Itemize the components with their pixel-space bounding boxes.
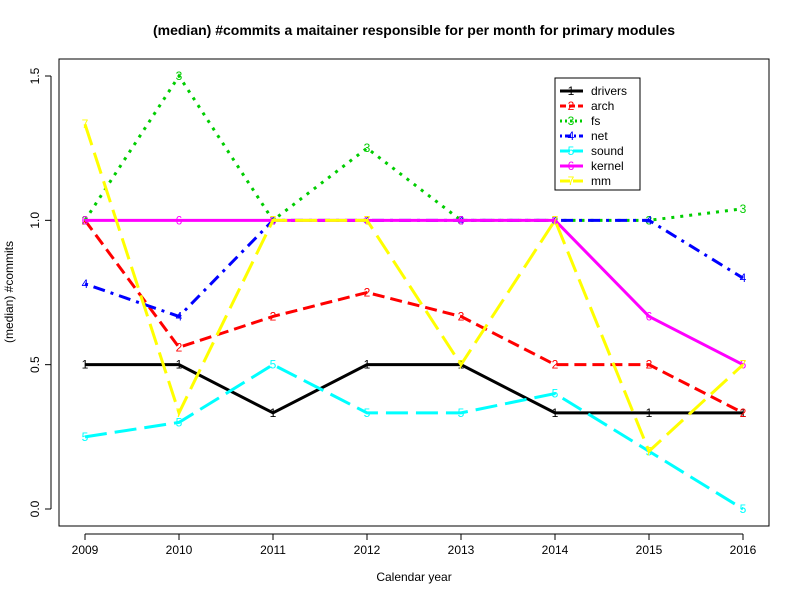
plot-frame — [58, 58, 770, 527]
point-marker-drivers: 1 — [646, 406, 653, 420]
point-marker-arch: 2 — [458, 309, 465, 323]
point-marker-fs: 3 — [364, 141, 371, 155]
x-axis: 2009 2010 2011 2012 2013 2014 2015 2016 — [72, 533, 757, 557]
legend-label: net — [591, 129, 608, 143]
x-axis-label: Calendar year — [376, 570, 451, 584]
point-marker-mm: 7 — [176, 406, 183, 420]
point-marker-mm: 7 — [646, 444, 653, 458]
point-marker-sound: 5 — [364, 406, 371, 420]
point-marker-fs: 3 — [740, 202, 747, 216]
point-marker-arch: 2 — [364, 286, 371, 300]
legend: 1 drivers 2 arch 3 fs 4 net 5 sound 6 kernel 7 mm — [554, 77, 641, 191]
series-line-fs — [83, 73, 744, 223]
series-line-net — [84, 218, 744, 319]
point-marker-fs: 3 — [176, 69, 183, 83]
legend-label: fs — [591, 114, 600, 128]
series-line-arch — [83, 219, 744, 415]
point-marker-mm: 7 — [552, 213, 559, 227]
legend-box — [554, 77, 641, 191]
point-marker-mm: 7 — [270, 213, 277, 227]
x-tick-label: 2015 — [636, 543, 663, 557]
point-marker-sound: 5 — [270, 358, 277, 372]
point-marker-drivers: 1 — [552, 406, 559, 420]
point-marker-kernel: 6 — [458, 213, 465, 227]
legend-label: kernel — [591, 159, 624, 173]
legend-entry-drivers: 1 drivers — [560, 84, 627, 98]
legend-marker: 1 — [568, 84, 575, 98]
legend-marker: 5 — [568, 144, 575, 158]
series-line-kernel — [85, 218, 744, 367]
point-marker-net: 4 — [646, 213, 653, 227]
legend-entry-sound: 5 sound — [560, 144, 624, 158]
legend-entry-net: 4 net — [560, 129, 608, 143]
legend-label: drivers — [591, 84, 627, 98]
point-marker-drivers: 1 — [82, 358, 89, 372]
x-tick-label: 2012 — [354, 543, 381, 557]
point-marker-kernel: 6 — [82, 213, 89, 227]
legend-label: sound — [591, 144, 624, 158]
point-marker-arch: 2 — [646, 358, 653, 372]
point-marker-sound: 5 — [176, 415, 183, 429]
legend-marker: 7 — [568, 174, 575, 188]
point-marker-mm: 7 — [458, 358, 465, 372]
point-marker-drivers: 1 — [740, 406, 747, 420]
series-net: 444 4 4 4 44 — [82, 213, 747, 323]
point-marker-arch: 2 — [270, 309, 277, 323]
y-tick-label: 1.5 — [28, 67, 42, 84]
legend-marker: 2 — [568, 99, 575, 113]
series-mm: 7 7 7 7 7 7 7 7 — [82, 117, 747, 458]
legend-label: arch — [591, 99, 614, 113]
x-tick-label: 2013 — [448, 543, 475, 557]
y-tick-label: 0.5 — [28, 356, 42, 373]
legend-marker: 3 — [568, 114, 575, 128]
point-marker-net: 4 — [82, 277, 89, 291]
y-tick-label: 0.0 — [28, 500, 42, 517]
x-tick-label: 2014 — [542, 543, 569, 557]
legend-marker: 4 — [568, 129, 575, 143]
legend-entry-arch: 2 arch — [560, 99, 614, 113]
legend-label: mm — [591, 174, 611, 188]
point-marker-net: 4 — [740, 271, 747, 285]
point-marker-sound: 5 — [82, 430, 89, 444]
point-marker-net: 4 — [176, 309, 183, 323]
point-marker-drivers: 1 — [270, 406, 277, 420]
y-axis: 0.0 0.5 1.0 1.5 — [28, 67, 52, 517]
legend-entry-mm: 7 mm — [560, 174, 611, 188]
x-tick-label: 2011 — [260, 543, 286, 557]
point-marker-sound: 5 — [740, 502, 747, 516]
chart-title: (median) #commits a maitainer responsibl… — [153, 22, 675, 38]
point-marker-arch: 2 — [552, 358, 559, 372]
legend-entry-fs: 3 fs — [560, 114, 600, 128]
series-line-drivers — [85, 363, 743, 415]
point-marker-kernel: 6 — [176, 213, 183, 227]
point-marker-drivers: 1 — [364, 358, 371, 372]
x-tick-label: 2009 — [72, 543, 99, 557]
x-tick-label: 2010 — [166, 543, 193, 557]
y-axis-label: (median) #commits — [2, 241, 16, 343]
point-marker-arch: 2 — [740, 406, 747, 420]
point-marker-kernel: 6 — [740, 358, 747, 372]
legend-marker: 6 — [568, 159, 575, 173]
point-marker-mm: 7 — [364, 213, 371, 227]
series-line-mm — [83, 123, 745, 454]
point-marker-mm: 7 — [82, 117, 89, 131]
point-marker-sound: 5 — [552, 387, 559, 401]
point-marker-arch: 2 — [176, 340, 183, 354]
y-tick-label: 1.0 — [28, 212, 42, 229]
point-marker-drivers: 1 — [176, 358, 183, 372]
x-tick-label: 2016 — [730, 543, 757, 557]
point-marker-sound: 5 — [458, 406, 465, 420]
legend-entry-kernel: 6 kernel — [560, 159, 624, 173]
point-marker-mm: 7 — [740, 358, 747, 372]
point-marker-kernel: 6 — [552, 213, 559, 227]
point-marker-kernel: 6 — [646, 309, 653, 323]
